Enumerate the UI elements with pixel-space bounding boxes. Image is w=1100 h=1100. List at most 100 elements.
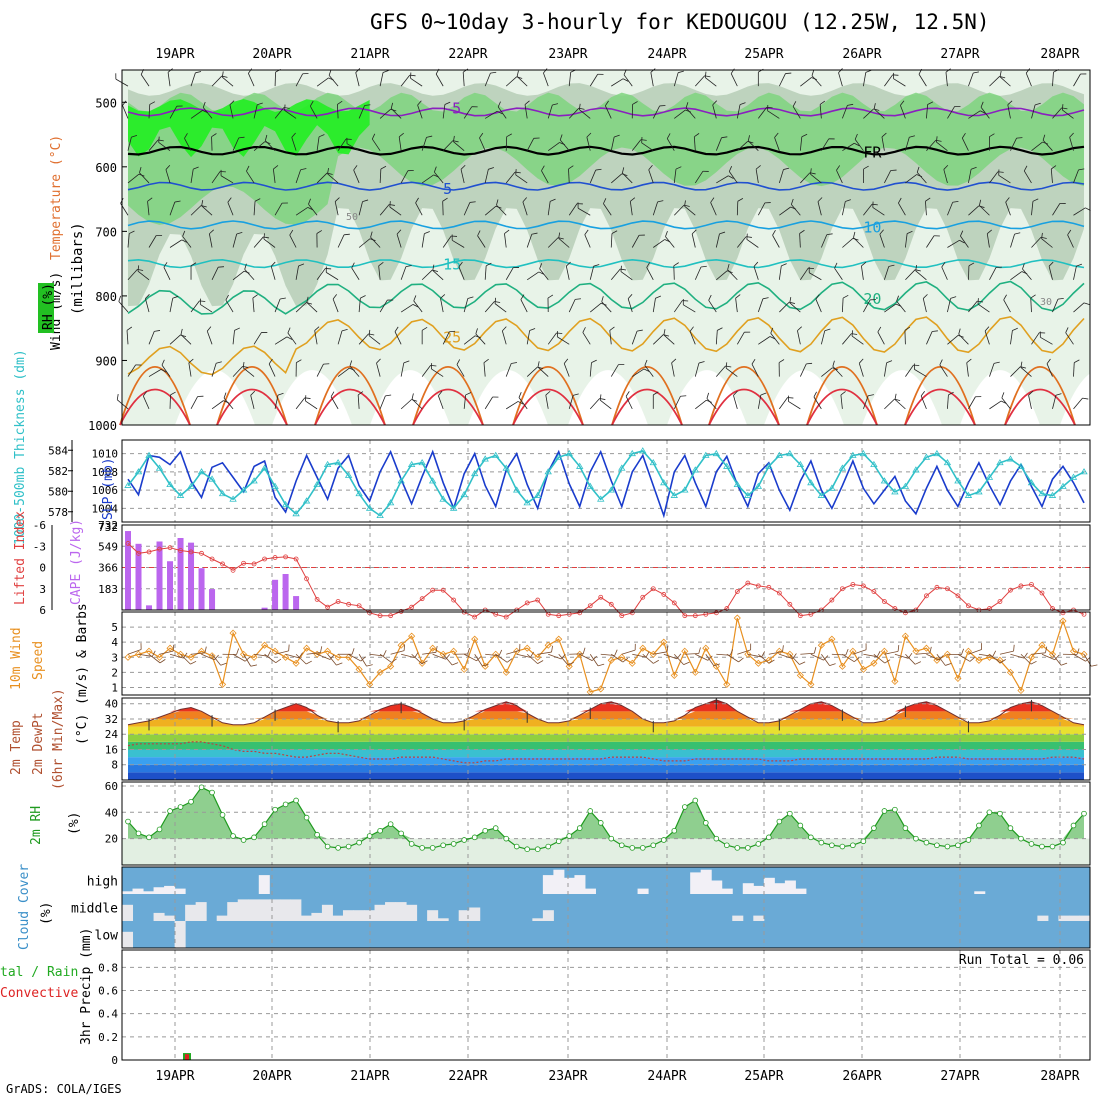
wind-barb [314,326,320,345]
wind-barb-flag [479,132,484,139]
wind-barb [295,168,307,184]
wind-barb-flag [582,327,586,333]
wind-barb-staff [169,105,178,119]
wind-barb-flag [1076,263,1083,267]
wind-barb [505,267,520,280]
thickness-marker [691,466,700,473]
rh-marker [440,842,446,849]
surface-wind-barb [842,653,860,663]
wind-barb-staff [305,400,318,410]
wind-barb-staff [800,267,809,280]
wind-barb-staff [968,110,981,119]
wind-barb-staff [1030,298,1032,313]
wind-barb-staff [968,72,974,87]
wind-barb-staff [484,205,497,216]
surface-barb-staff [873,653,886,664]
rh-marker [534,846,541,852]
wind-barb-staff [252,298,255,313]
wind-barb-flag [1028,390,1034,396]
surface-barb-flag [214,654,219,660]
wind-barb [398,132,404,151]
wind-barb [379,394,392,410]
surface-barb-staff [747,653,762,658]
rh-marker [314,831,320,838]
axis-label-temperature: Temperature (°C) [49,135,64,260]
thickness-marker [870,460,878,467]
wind-barb-flag [323,363,330,365]
wind-speed-marker [366,680,374,689]
lifted-index-marker [640,594,646,600]
wind-speed-marker [565,662,573,670]
rh-marker [913,835,919,842]
wind-barb-flag [710,197,715,203]
wind-barb [221,71,234,87]
wind-barb-flag [914,363,915,370]
wind-barb-flag [684,200,686,207]
surface-barb-staff [201,653,215,661]
surface-barb-staff [169,653,184,659]
rh-marker [156,826,163,833]
wind-barb [421,135,433,151]
wind-barb-staff [568,72,572,87]
surface-barb-staff [789,653,800,665]
wind-barb [778,359,785,377]
wind-barb-staff [316,136,320,151]
wind-barb-staff [547,104,553,119]
wind-barb-staff [900,105,906,119]
wind-barb [122,100,129,119]
wind-barb [379,70,389,87]
wind-barb-flag [915,264,918,271]
surface-barb-flag [829,663,836,666]
rh-marker [261,821,268,827]
wind-barb-flag [861,261,867,267]
thickness-marker [964,491,973,498]
surface-wind-barb [506,644,521,655]
wind-barb-flag [657,200,664,203]
wind-barb [163,262,171,280]
wind-barb-staff [673,300,683,313]
wind-barb-flag [655,295,662,299]
y-tick-label: 2 [111,666,118,679]
wind-barb-staff [610,364,619,377]
wind-barb-staff [896,300,906,313]
rh-marker [776,818,783,825]
wind-barb [558,232,570,248]
wind-barb-flag [941,261,946,268]
wind-barb-staff [505,171,516,184]
wind-barb-staff [524,104,528,119]
wind-barb-flag [801,133,808,138]
cloud-cell-middle [269,899,281,921]
temperature-contour-hot [708,388,780,426]
surface-barb-flag [945,663,952,666]
wind-speed-marker [397,641,405,649]
x-tick-label-top: 19APR [155,47,194,62]
wind-barb-flag [263,233,265,240]
wind-barb-staff [274,336,288,345]
wind-barb-flag [442,197,448,202]
dry-pocket [468,370,548,425]
wind-barb-flag [504,229,510,234]
wind-barb-flag [896,295,899,302]
wind-barb-flag [563,358,569,364]
wind-barb-staff [755,169,759,184]
wind-barb [935,136,948,151]
wind-speed-marker [197,647,206,655]
wind-barb-staff [966,362,969,377]
wind-barb-flag [524,100,530,105]
wind-barb [961,132,969,151]
wind-barb-staff [968,205,980,216]
surface-barb-flag [738,657,744,663]
wind-barb [565,261,571,280]
surface-wind-barb [369,650,387,657]
wind-barb-flag [753,261,759,267]
wind-barb [914,363,927,377]
wind-barb [632,368,650,377]
surface-barb-staff [495,653,508,663]
wind-barb [841,294,849,313]
rh-marker [1060,839,1066,846]
wind-barb-flag [828,138,835,140]
temperature-contour [127,258,1085,269]
wind-barb-staff [589,302,602,313]
wind-barb-staff [863,108,874,119]
x-tick-label-top: 21APR [350,47,389,62]
